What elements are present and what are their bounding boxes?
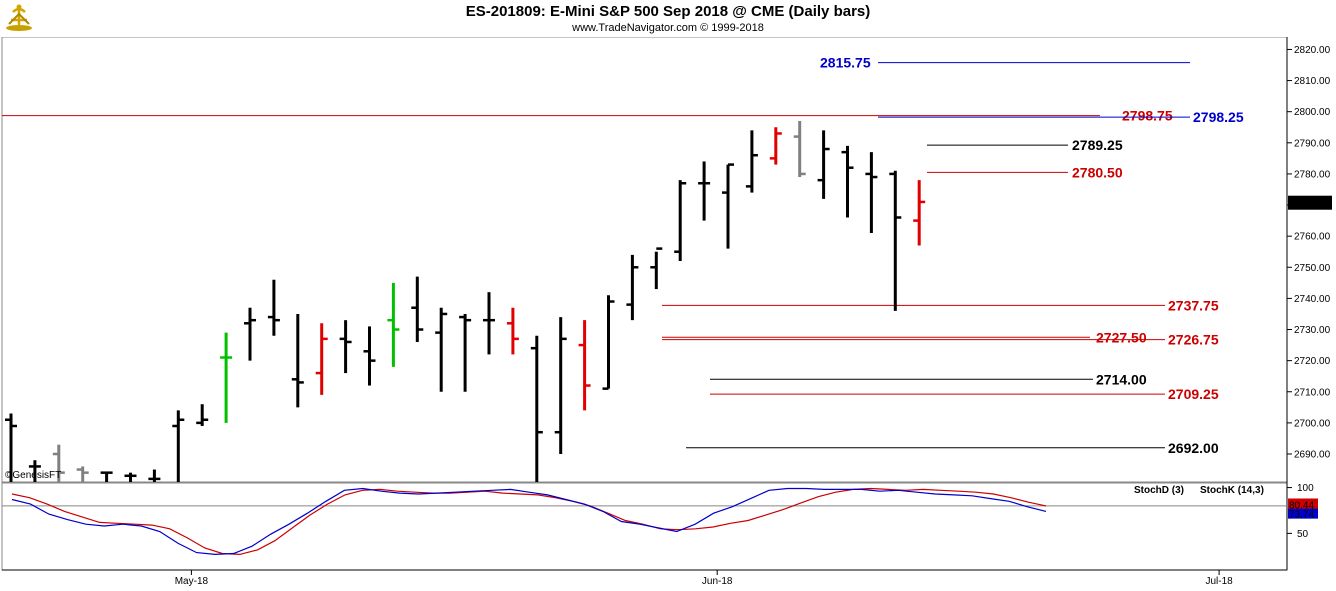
level-label-2780.50: 2780.50 xyxy=(1072,164,1123,180)
ohlc-bar xyxy=(865,152,878,234)
ohlc-bar xyxy=(626,254,639,321)
level-label-2798.25: 2798.25 xyxy=(1193,109,1244,125)
price-tick-label: 2800.00 xyxy=(1294,107,1331,118)
ohlc-bar xyxy=(315,323,328,395)
price-tick-label: 2690.00 xyxy=(1294,449,1331,460)
ohlc-bar xyxy=(530,335,543,482)
ohlc-bar xyxy=(411,276,424,342)
ohlc-bar xyxy=(196,404,209,426)
price-tick-label: 2720.00 xyxy=(1294,356,1331,367)
price-tick-label: 2780.00 xyxy=(1294,169,1331,180)
ohlc-bar xyxy=(100,471,113,482)
stoch-k-line xyxy=(11,487,1047,556)
ohlc-bar xyxy=(698,161,711,221)
ohlc-bar xyxy=(722,163,734,249)
stoch-k-value-label: 73.74 xyxy=(1289,510,1314,521)
ohlc-bar xyxy=(52,444,65,482)
time-tick-label: May-18 xyxy=(175,576,209,587)
ohlc-bar xyxy=(387,282,400,367)
ohlc-bar xyxy=(267,279,280,336)
ohlc-bar xyxy=(148,469,161,482)
ohlc-bar xyxy=(435,307,448,392)
ohlc-bar xyxy=(841,145,854,218)
stoch-k-value-tag xyxy=(1288,508,1318,519)
ohlc-bar xyxy=(506,307,519,355)
price-tick-label: 2810.00 xyxy=(1294,76,1331,87)
level-label-2692.00: 2692.00 xyxy=(1168,440,1219,456)
ohlc-bar xyxy=(817,130,830,199)
price-tick-label: 2750.00 xyxy=(1294,263,1331,274)
stoch-tick-label: 50 xyxy=(1297,529,1309,540)
ohlc-bar xyxy=(769,127,782,165)
ohlc-bar xyxy=(363,326,376,386)
stoch-d-legend: StochD (3) xyxy=(1134,485,1184,496)
level-label-2726.75: 2726.75 xyxy=(1168,332,1219,348)
price-tick-label: 2710.00 xyxy=(1294,387,1331,398)
ohlc-bar xyxy=(291,313,304,408)
ohlc-bar xyxy=(76,466,89,482)
stoch-d-line xyxy=(11,487,1047,556)
ohlc-bar xyxy=(674,180,687,262)
chart-title: ES-201809: E-Mini S&P 500 Sep 2018 @ CME… xyxy=(465,3,871,20)
ohlc-bar xyxy=(793,121,806,178)
stoch-panel-frame xyxy=(1,482,1288,571)
ohlc-bar xyxy=(483,292,495,355)
price-tick-label: 2790.00 xyxy=(1294,138,1331,149)
stoch-d-value-label: 80.44 xyxy=(1289,500,1314,511)
price-tick-label: 2740.00 xyxy=(1294,294,1331,305)
price-tick-label: 2730.00 xyxy=(1294,325,1331,336)
level-label-2709.25: 2709.25 xyxy=(1168,386,1219,402)
current-price-tag xyxy=(1288,195,1332,210)
ohlc-bar xyxy=(459,313,472,392)
ohlc-bar xyxy=(28,460,41,482)
stoch-k-legend: StochK (14,3) xyxy=(1200,485,1264,496)
level-label-2798.75: 2798.75 xyxy=(1122,108,1173,124)
level-label-2714.00: 2714.00 xyxy=(1096,371,1147,387)
current-price-label: 2770.75 xyxy=(1290,199,1327,210)
ohlc-bar xyxy=(124,472,137,482)
ohlc-bar xyxy=(745,130,758,193)
level-label-2727.50: 2727.50 xyxy=(1096,329,1147,345)
level-label-2737.75: 2737.75 xyxy=(1168,297,1219,313)
time-tick-label: Jun-18 xyxy=(702,576,733,587)
level-label-2815.75: 2815.75 xyxy=(820,55,871,71)
ohlc-bar xyxy=(602,295,615,390)
price-tick-label: 2700.00 xyxy=(1294,418,1331,429)
title-bar: ES-201809: E-Mini S&P 500 Sep 2018 @ CME… xyxy=(0,0,1336,37)
ohlc-bar xyxy=(913,180,926,246)
stoch-d-value-tag xyxy=(1288,498,1318,512)
ohlc-bar xyxy=(339,320,352,374)
price-panel-frame xyxy=(1,36,1288,483)
ohlc-bar xyxy=(172,410,185,482)
ohlc-bar xyxy=(5,413,17,482)
ohlc-bar xyxy=(650,247,663,290)
ohlc-bar xyxy=(244,307,256,361)
ohlc-bar xyxy=(578,320,591,411)
time-tick-label: Jul-18 xyxy=(1205,576,1233,587)
ohlc-bar xyxy=(889,170,902,311)
ohlc-bar xyxy=(554,317,567,454)
chart-subtitle: www.TradeNavigator.com © 1999-2018 xyxy=(572,22,764,34)
ohlc-bar xyxy=(220,332,233,423)
stoch-tick-label: 100 xyxy=(1297,483,1314,494)
watermark-text: ©GenesisFT xyxy=(5,470,61,481)
trade-navigator-logo-icon xyxy=(6,4,32,31)
level-label-2789.25: 2789.25 xyxy=(1072,137,1123,153)
price-tick-label: 2820.00 xyxy=(1294,45,1331,56)
price-tick-label: 2760.00 xyxy=(1294,232,1331,243)
